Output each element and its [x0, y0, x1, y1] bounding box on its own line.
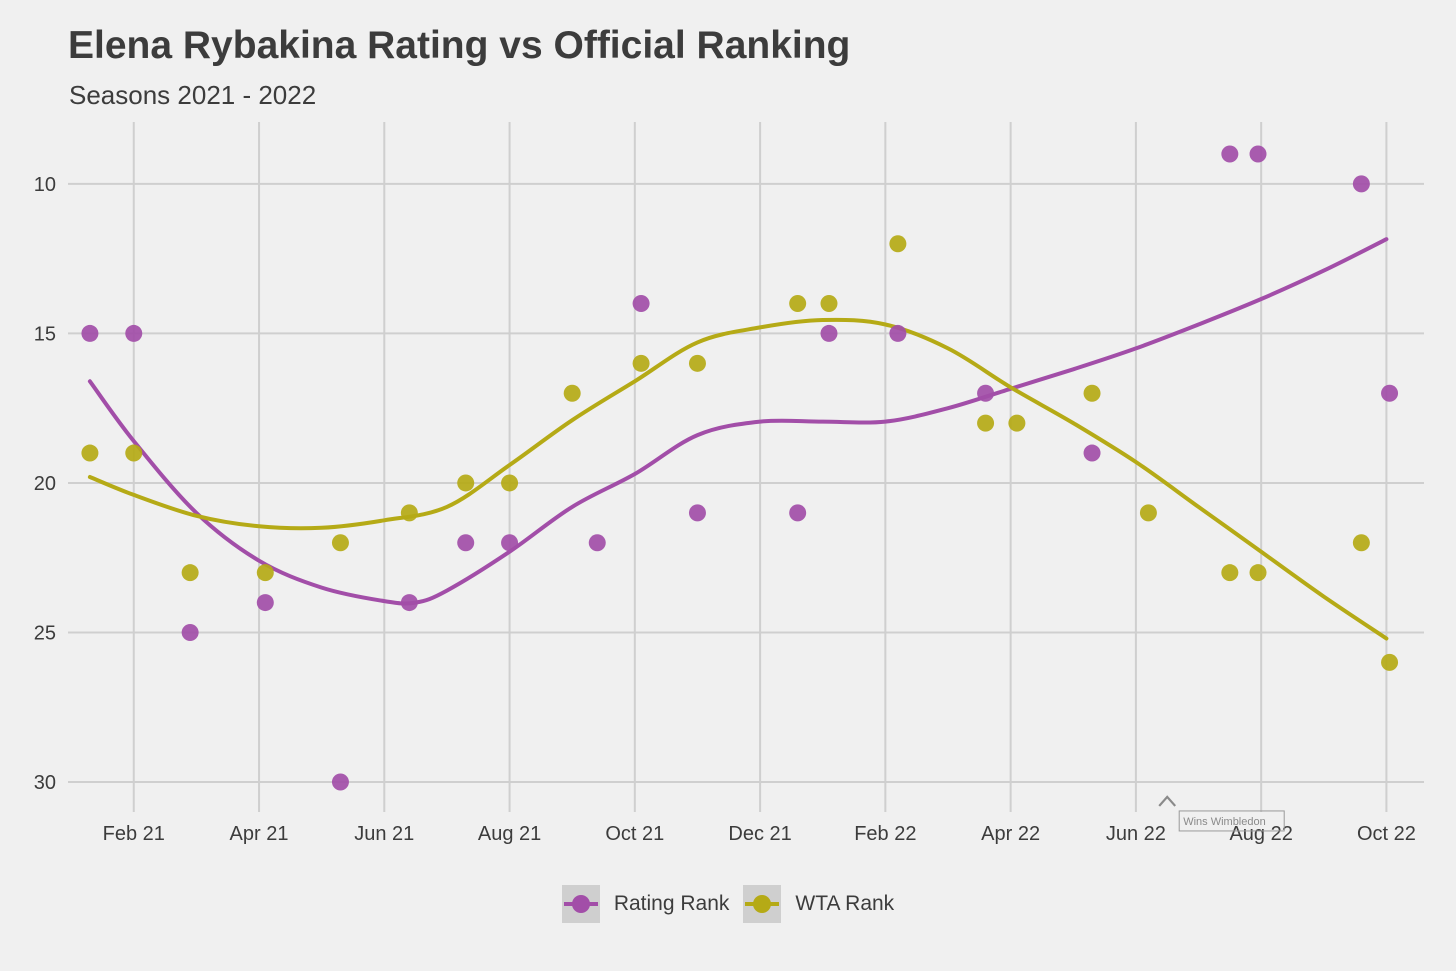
legend-label-rating-rank: Rating Rank — [613, 892, 730, 915]
y-tick-label-15: 15 — [34, 323, 56, 345]
point-rating-rank-14 — [977, 384, 995, 402]
point-wta-rank-11 — [789, 295, 807, 313]
point-wta-rank-18 — [1221, 564, 1239, 582]
point-wta-rank-21 — [1381, 653, 1399, 671]
point-rating-rank-16 — [1221, 145, 1239, 163]
point-rating-rank-8 — [588, 534, 606, 552]
point-wta-rank-17 — [1139, 504, 1157, 522]
smooth-lines — [87, 237, 1389, 641]
annotation-arrow-icon — [1158, 795, 1177, 807]
point-wta-rank-13 — [889, 235, 907, 253]
point-rating-rank-10 — [688, 504, 706, 522]
chart-subtitle: Seasons 2021 - 2022 — [69, 80, 317, 110]
point-wta-rank-15 — [1008, 414, 1026, 432]
legend: Rating Rank WTA Rank — [0, 885, 1456, 923]
axis-ticks: 10 15 20 25 30 Feb 21 Apr 21 Jun 21 Aug 21 Oct 21… — [34, 174, 1416, 845]
legend-dot-rating-rank — [571, 895, 590, 913]
x-tick-label-8: Jun 22 — [1106, 823, 1166, 845]
grid-lines — [68, 122, 1424, 812]
point-wta-rank-9 — [632, 354, 650, 372]
annotations: Wins Wimbledon — [1158, 795, 1285, 832]
point-wta-rank-10 — [688, 354, 706, 372]
point-wta-rank-5 — [400, 504, 418, 522]
point-rating-rank-1 — [125, 324, 143, 342]
x-tick-label-6: Feb 22 — [854, 823, 916, 845]
x-tick-label-4: Oct 21 — [605, 823, 664, 845]
x-tick-label-1: Apr 21 — [230, 823, 289, 845]
point-wta-rank-8 — [563, 384, 581, 402]
point-wta-rank-4 — [331, 534, 349, 552]
y-tick-label-30: 30 — [34, 772, 56, 794]
point-wta-rank-2 — [181, 564, 199, 582]
point-rating-rank-0 — [81, 324, 99, 342]
x-tick-label-0: Feb 21 — [103, 823, 165, 845]
legend-key-rating-rank — [561, 885, 600, 923]
point-rating-rank-13 — [889, 324, 907, 342]
legend-key-wta-rank — [743, 885, 782, 923]
legend-item-rating-rank: Rating Rank — [561, 885, 730, 923]
point-wta-rank-0 — [81, 444, 99, 462]
smooth-line-wta-rank — [87, 317, 1389, 641]
chart-title: Elena Rybakina Rating vs Official Rankin… — [68, 24, 851, 67]
point-rating-rank-12 — [820, 324, 838, 342]
y-tick-label-20: 20 — [34, 473, 56, 495]
point-rating-rank-5 — [400, 594, 418, 612]
x-tick-label-5: Dec 21 — [728, 823, 791, 845]
y-tick-label-10: 10 — [34, 174, 56, 196]
point-wta-rank-7 — [501, 474, 519, 492]
legend-dot-wta-rank — [753, 895, 772, 913]
x-tick-label-3: Aug 21 — [478, 823, 541, 845]
point-wta-rank-16 — [1083, 384, 1101, 402]
x-tick-label-7: Apr 22 — [981, 823, 1040, 845]
point-rating-rank-4 — [331, 773, 349, 791]
point-rating-rank-2 — [181, 623, 199, 641]
legend-item-wta-rank: WTA Rank — [743, 885, 894, 923]
point-rating-rank-9 — [632, 295, 650, 313]
y-tick-label-25: 25 — [34, 622, 56, 644]
legend-label-wta-rank: WTA Rank — [795, 892, 895, 915]
point-rating-rank-17 — [1249, 145, 1267, 163]
x-tick-label-9: Aug 22 — [1229, 823, 1292, 845]
point-rating-rank-6 — [457, 534, 475, 552]
point-rating-rank-15 — [1083, 444, 1101, 462]
smooth-line-rating-rank — [87, 237, 1389, 606]
point-wta-rank-12 — [820, 295, 838, 313]
annotation-box — [1178, 810, 1285, 832]
point-wta-rank-1 — [125, 444, 143, 462]
point-rating-rank-19 — [1381, 384, 1399, 402]
annotation-label: Wins Wimbledon — [1183, 816, 1266, 828]
point-wta-rank-20 — [1352, 534, 1370, 552]
point-rating-rank-11 — [789, 504, 807, 522]
point-rating-rank-7 — [501, 534, 519, 552]
point-rating-rank-18 — [1352, 175, 1370, 193]
point-wta-rank-14 — [977, 414, 995, 432]
point-wta-rank-3 — [256, 564, 274, 582]
point-wta-rank-6 — [457, 474, 475, 492]
x-tick-label-10: Oct 22 — [1357, 823, 1416, 845]
point-wta-rank-19 — [1249, 564, 1267, 582]
data-points — [81, 145, 1399, 791]
point-rating-rank-3 — [256, 594, 274, 612]
x-tick-label-2: Jun 21 — [354, 823, 414, 845]
